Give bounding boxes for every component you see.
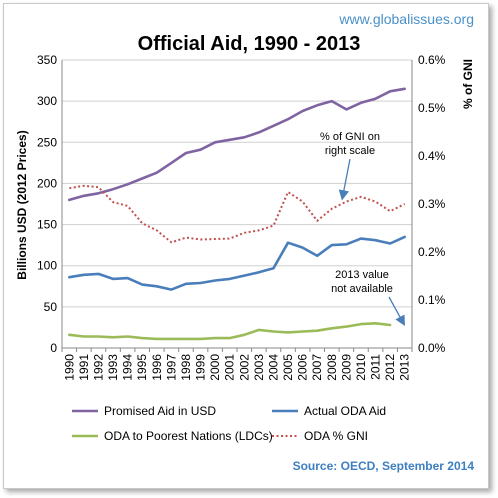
x-tick-label: 2006 <box>296 354 310 381</box>
annotation-gni-line-1: % of GNI on <box>320 131 380 143</box>
x-tick-label: 2012 <box>383 354 397 381</box>
x-tick-label: 1995 <box>135 354 149 381</box>
annotation-2013-arrow <box>388 296 405 327</box>
x-tick-label: 1990 <box>62 354 76 381</box>
y2-tick-label: 0.6% <box>418 53 446 67</box>
series-line-actual-oda-aid <box>68 235 406 291</box>
x-tick-label: 2003 <box>252 354 266 381</box>
source-label: Source: OECD, September 2014 <box>293 459 475 473</box>
y2-tick-label: 0.0% <box>418 341 446 355</box>
x-tick-label: 1993 <box>106 354 120 381</box>
y2-tick-label: 0.5% <box>418 101 446 115</box>
x-tick-label: 2011 <box>369 354 383 380</box>
annotation-gni-line-2: right scale <box>325 145 375 157</box>
legend-label-oda-to-poorest-nations-ldcs: ODA to Poorest Nations (LDCs) <box>104 429 273 443</box>
y2-tick-label: 0.1% <box>418 293 446 307</box>
x-tick-label: 2004 <box>266 354 280 381</box>
y-tick-label: 100 <box>37 259 57 273</box>
chart-title: Official Aid, 1990 - 2013 <box>138 33 361 55</box>
series-line-oda-gni <box>69 184 406 244</box>
y2-tick-label: 0.2% <box>418 245 446 259</box>
y2-axis-label: % of GNI <box>461 59 475 109</box>
x-tick-label: 2000 <box>208 354 222 381</box>
series-line-oda-to-poorest-nations-ldcs <box>68 322 392 341</box>
x-tick-label: 1994 <box>121 354 135 381</box>
annotation-2013-line-1: 2013 value <box>335 269 389 281</box>
legend-label-actual-oda-aid: Actual ODA Aid <box>304 404 386 418</box>
series-line-promised-aid-in-usd <box>68 87 406 202</box>
y2-tick-label: 0.4% <box>418 149 446 163</box>
y-tick-label: 200 <box>37 176 57 190</box>
x-tick-label: 1991 <box>77 354 91 381</box>
x-tick-label: 2007 <box>310 354 324 381</box>
annotation-gni-arrow <box>338 158 351 201</box>
y-tick-label: 250 <box>37 135 57 149</box>
chart-frame <box>3 3 489 489</box>
legend-label-oda-gni: ODA % GNI <box>304 429 368 443</box>
x-tick-label: 2002 <box>237 354 251 381</box>
x-tick-label: 1992 <box>91 354 105 381</box>
x-tick-label: 2013 <box>398 354 412 381</box>
y2-tick-label: 0.3% <box>418 197 446 211</box>
x-tick-label: 1996 <box>150 354 164 381</box>
watermark: www.globalissues.org <box>338 11 474 27</box>
x-tick-label: 2008 <box>325 354 339 381</box>
x-tick-label: 2010 <box>354 354 368 381</box>
y-tick-label: 350 <box>37 53 57 67</box>
y-tick-label: 300 <box>37 94 57 108</box>
x-tick-label: 2009 <box>339 354 353 381</box>
x-tick-label: 2001 <box>223 354 237 381</box>
x-tick-label: 1998 <box>179 354 193 381</box>
annotation-2013-line-2: not available <box>331 283 393 295</box>
y-axis-label: Billions USD (2012 Prices) <box>15 130 29 279</box>
x-tick-label: 2005 <box>281 354 295 381</box>
y-tick-label: 50 <box>44 300 58 314</box>
y-tick-label: 150 <box>37 218 57 232</box>
y-tick-label: 0 <box>50 341 57 355</box>
x-tick-label: 1997 <box>164 354 178 381</box>
x-tick-label: 1999 <box>194 354 208 381</box>
legend-label-promised-aid-in-usd: Promised Aid in USD <box>104 404 216 418</box>
